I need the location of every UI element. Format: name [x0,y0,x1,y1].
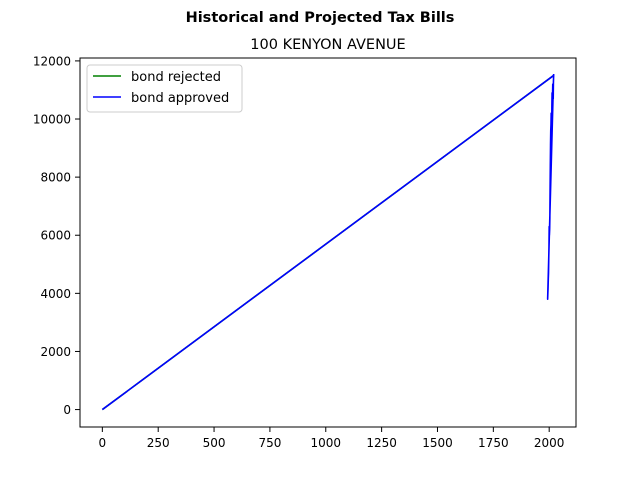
legend: bond rejected bond approved [86,64,243,113]
x-tick-label: 250 [147,436,170,450]
y-tick-label: 8000 [40,171,71,185]
series-layer [101,73,555,411]
x-tick-label: 0 [99,436,107,450]
x-tick-label: 1250 [366,436,397,450]
x-tick-label: 1750 [478,436,509,450]
x-axis: 0 250 500 750 1000 1250 1500 1750 2000 [99,427,565,450]
chart-suptitle: Historical and Projected Tax Bills [186,10,455,26]
y-tick-label: 0 [63,403,71,417]
y-tick-label: 6000 [40,229,71,243]
legend-label-bond-rejected: bond rejected [131,70,221,85]
plot-area: 0 250 500 750 1000 1250 1500 1750 2000 0 2000 4000… [33,54,577,450]
legend-label-bond-approved: bond approved [131,91,229,106]
x-tick-label: 750 [258,436,281,450]
chart-title: 100 KENYON AVENUE [250,37,405,53]
y-axis: 0 2000 4000 6000 8000 10000 12000 [33,54,80,417]
x-tick-label: 1000 [310,436,341,450]
legend-box [86,64,243,113]
x-tick-label: 2000 [534,436,565,450]
x-tick-label: 1500 [422,436,453,450]
series-line-bond-approved [101,73,555,411]
y-tick-label: 2000 [40,345,71,359]
y-tick-label: 12000 [33,54,71,68]
y-tick-label: 10000 [33,113,71,127]
y-tick-label: 4000 [40,287,71,301]
x-tick-label: 500 [203,436,226,450]
